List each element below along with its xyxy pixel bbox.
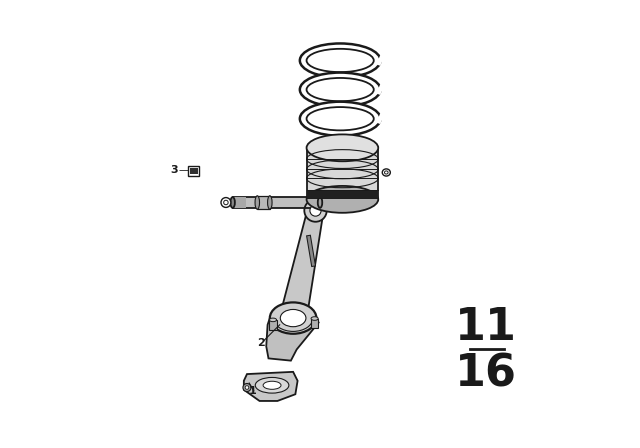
Ellipse shape: [382, 169, 390, 176]
Ellipse shape: [263, 381, 281, 389]
Bar: [233, 197, 246, 208]
Bar: [307, 148, 378, 199]
Ellipse shape: [310, 205, 321, 216]
Polygon shape: [280, 209, 323, 321]
Bar: [233, 197, 320, 208]
Ellipse shape: [280, 310, 306, 327]
Ellipse shape: [255, 377, 289, 393]
Text: 16: 16: [455, 353, 516, 396]
Ellipse shape: [268, 196, 272, 209]
Text: —: —: [179, 165, 189, 175]
Text: 3: 3: [170, 165, 177, 175]
Ellipse shape: [255, 196, 260, 209]
Polygon shape: [244, 372, 298, 401]
Ellipse shape: [245, 386, 249, 389]
Ellipse shape: [307, 49, 374, 72]
Bar: [269, 320, 276, 330]
Bar: [257, 196, 270, 209]
Text: 2: 2: [257, 338, 265, 348]
Ellipse shape: [307, 134, 378, 161]
Ellipse shape: [243, 383, 251, 392]
Ellipse shape: [224, 200, 228, 205]
Ellipse shape: [300, 43, 380, 78]
Ellipse shape: [307, 186, 378, 213]
Ellipse shape: [230, 197, 235, 208]
Bar: [311, 319, 318, 328]
Ellipse shape: [269, 318, 276, 322]
Text: 11: 11: [455, 306, 516, 349]
Ellipse shape: [300, 73, 380, 107]
FancyBboxPatch shape: [189, 168, 198, 174]
Ellipse shape: [221, 198, 231, 207]
FancyBboxPatch shape: [188, 166, 199, 176]
Ellipse shape: [307, 78, 374, 101]
Polygon shape: [266, 318, 319, 361]
Ellipse shape: [270, 302, 316, 334]
Ellipse shape: [317, 197, 323, 208]
Ellipse shape: [385, 171, 388, 174]
Ellipse shape: [307, 107, 374, 130]
Bar: [307, 190, 378, 198]
Ellipse shape: [311, 317, 318, 320]
Ellipse shape: [305, 199, 326, 222]
Ellipse shape: [300, 102, 380, 136]
Text: 1: 1: [248, 386, 256, 396]
